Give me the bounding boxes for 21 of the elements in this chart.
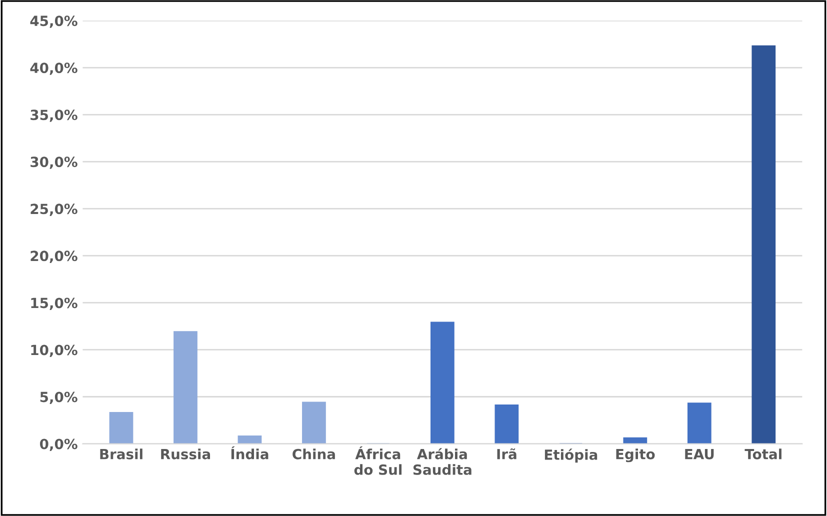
y-tick-label: 10,0% <box>31 344 78 357</box>
y-tick-label: 30,0% <box>30 156 78 169</box>
x-tick-label: Brasil <box>100 448 142 460</box>
y-tick-label: 15,0% <box>31 298 78 310</box>
y-tick-label: 20,0% <box>30 250 78 263</box>
x-tick-label: Egito <box>616 448 655 462</box>
x-tick-label: Russia <box>161 448 210 460</box>
x-tick-label: China <box>292 448 335 460</box>
y-tick-label: 40,0% <box>30 62 78 75</box>
x-tick-label: Irã <box>497 448 516 460</box>
y-tick-label: 0,0% <box>40 438 78 452</box>
x-tick-label: Arábia Saudita <box>413 448 472 475</box>
x-tick-label: EAU <box>685 449 714 460</box>
y-tick-label: 25,0% <box>30 204 78 216</box>
y-tick-label: 5,0% <box>40 392 78 404</box>
x-tick-label: Índia <box>231 446 268 460</box>
x-tick-label: Total <box>744 448 782 460</box>
x-tick-label: Etiópia <box>544 448 598 463</box>
x-tick-label: África do Sul <box>354 446 402 475</box>
y-tick-label: 45,0% <box>30 16 78 28</box>
y-tick-label: 35,0% <box>30 110 78 122</box>
